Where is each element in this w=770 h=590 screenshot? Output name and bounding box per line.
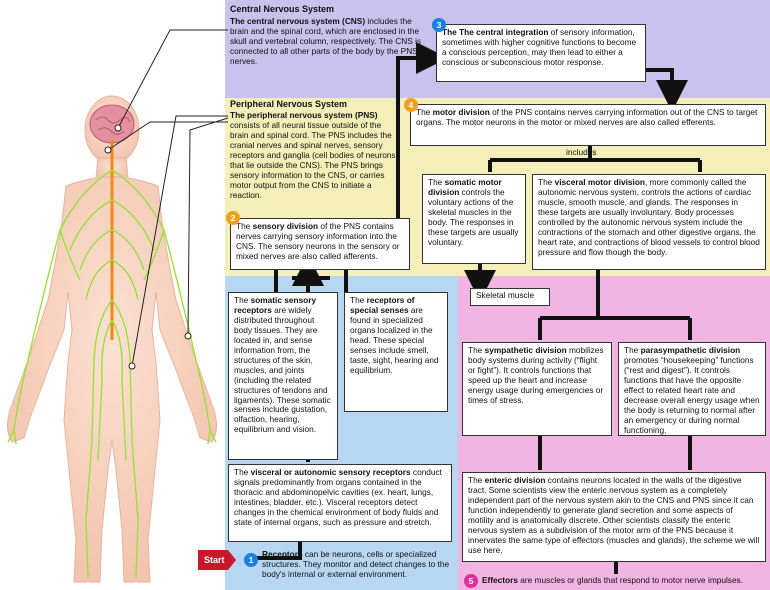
receptors-description: Receptors can be neurons, cells or speci… bbox=[262, 549, 450, 579]
enteric-box: The enteric division contains neurons lo… bbox=[462, 472, 766, 562]
brain bbox=[89, 104, 135, 144]
step-5-badge: 5 bbox=[464, 574, 478, 588]
effectors-description: Effectors are muscles or glands that res… bbox=[482, 575, 744, 585]
special-senses-box: The receptors of special senses are foun… bbox=[344, 292, 448, 412]
somatic-sensory-box: The somatic sensory receptors are widely… bbox=[228, 292, 338, 460]
includes-label: includes bbox=[566, 147, 597, 157]
start-label: Start bbox=[204, 555, 225, 565]
pointer-lines bbox=[104, 29, 229, 370]
motor-division-box: The motor division of the PNS contains n… bbox=[410, 104, 766, 146]
start-arrow bbox=[198, 550, 236, 570]
visceral-sensory-box: The visceral or autonomic sensory recept… bbox=[228, 464, 452, 542]
step-1-badge: 1 bbox=[244, 553, 258, 567]
pns-title: Peripheral Nervous System bbox=[230, 99, 348, 109]
sympathetic-box: The sympathetic division mobilizes body … bbox=[462, 342, 612, 436]
skeletal-muscle-box: Skeletal muscle bbox=[470, 288, 550, 306]
step-3-badge: 3 bbox=[432, 18, 446, 32]
parasympathetic-box: The parasympathetic division promotes “h… bbox=[618, 342, 766, 436]
integration-box: The The central integration of sensory i… bbox=[436, 24, 646, 82]
step-2-badge: 2 bbox=[226, 211, 240, 225]
cns-title: Central Nervous System bbox=[230, 4, 335, 14]
sensory-division-box: The sensory division of the PNS contains… bbox=[230, 218, 410, 270]
peripheral-nerves bbox=[7, 169, 217, 579]
cns-description: The central nervous system (CNS) include… bbox=[230, 16, 422, 66]
step-4-badge: 4 bbox=[404, 98, 418, 112]
pns-description: The peripheral nervous system (PNS) cons… bbox=[230, 110, 396, 200]
somatic-motor-box: The somatic motor division controls the … bbox=[422, 174, 526, 264]
visceral-motor-box: The visceral motor division, more common… bbox=[532, 174, 766, 270]
